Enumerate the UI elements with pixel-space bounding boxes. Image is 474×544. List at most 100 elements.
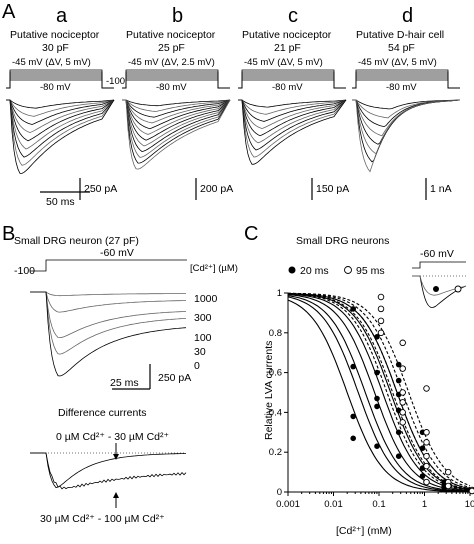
panel-letter-b: B bbox=[2, 223, 15, 245]
cell-capacitance: 54 pF bbox=[388, 42, 415, 54]
current-trace bbox=[6, 99, 115, 166]
cell-type: Putative nociceptor bbox=[10, 29, 100, 41]
cell-holding: -80 mV bbox=[156, 82, 187, 93]
current-trace bbox=[122, 99, 231, 118]
cell-holding: -80 mV bbox=[272, 82, 303, 93]
data-point-95ms bbox=[423, 385, 430, 392]
data-point-95ms bbox=[444, 468, 452, 476]
data-point-95ms bbox=[377, 329, 385, 337]
cell-holding: -80 mV bbox=[386, 82, 417, 93]
data-point-20ms bbox=[374, 395, 380, 402]
current-trace bbox=[352, 99, 461, 110]
cell-holding: -80 mV bbox=[40, 82, 71, 93]
diff-trace-30-100 bbox=[30, 452, 187, 490]
cell-letter: a bbox=[56, 5, 68, 27]
x-tick-label: 0.001 bbox=[276, 499, 300, 510]
panel-b-title: Small DRG neuron (27 pF) bbox=[14, 235, 139, 247]
panel-b-protocol bbox=[30, 259, 187, 272]
cd-trace bbox=[30, 291, 187, 377]
step-protocol bbox=[352, 79, 460, 89]
data-point-95ms bbox=[399, 365, 406, 372]
data-point-95ms bbox=[423, 462, 430, 470]
current-trace bbox=[6, 99, 115, 142]
diff-top-label: 0 µM Cd²⁺ - 30 µM Cd²⁺ bbox=[56, 431, 169, 443]
x-tick-label: 0.01 bbox=[324, 499, 343, 510]
inset-marker-95ms bbox=[454, 285, 462, 293]
step-protocol bbox=[6, 79, 114, 89]
current-trace bbox=[238, 99, 347, 122]
legend-marker-95ms bbox=[344, 266, 352, 274]
cell-letter: b bbox=[172, 5, 183, 27]
current-trace bbox=[6, 99, 115, 134]
fit-curve bbox=[287, 299, 470, 493]
current-trace bbox=[6, 99, 115, 125]
diff-bottom-label: 30 µM Cd²⁺ - 100 µM Cd²⁺ bbox=[40, 513, 165, 525]
inset-step-label: -60 mV bbox=[420, 248, 454, 260]
data-point-95ms bbox=[399, 409, 406, 416]
data-point-20ms bbox=[419, 445, 426, 452]
step-protocol bbox=[122, 79, 230, 89]
data-point-20ms bbox=[374, 334, 380, 340]
fit-curve bbox=[288, 292, 471, 490]
cell-capacitance: 30 pF bbox=[42, 42, 69, 54]
panel-b-step: -60 mV bbox=[100, 247, 134, 259]
amp-scale-label: 250 pA bbox=[84, 183, 117, 195]
data-point-95ms bbox=[399, 339, 406, 347]
panel-b-time-label: 25 ms bbox=[110, 377, 139, 389]
current-trace bbox=[122, 99, 231, 141]
cd-trace bbox=[30, 291, 186, 297]
current-trace bbox=[6, 99, 115, 109]
legend-label-95ms: 95 ms bbox=[356, 265, 385, 277]
conc-label-300: 300 bbox=[194, 312, 212, 324]
current-trace bbox=[122, 99, 231, 124]
data-point-95ms bbox=[423, 478, 430, 486]
y-tick-label: 0.4 bbox=[269, 407, 282, 418]
cell-letter: c bbox=[288, 5, 298, 27]
conc-label-1000: 1000 bbox=[194, 293, 218, 305]
current-trace bbox=[122, 99, 231, 135]
data-point-20ms bbox=[395, 429, 402, 436]
conc-label-0: 0 bbox=[194, 360, 200, 372]
panel-c-chart: 0 0.2 0.4 0.6 0.8 1 0.001 0.01 0.1 1 10 bbox=[269, 288, 474, 510]
cell-step-label: -45 mV (ΔV, 5 mV) bbox=[12, 57, 91, 68]
y-tick-label: 0.8 bbox=[269, 328, 282, 339]
data-point-95ms bbox=[423, 452, 430, 460]
current-trace bbox=[122, 99, 231, 112]
data-point-20ms bbox=[395, 377, 402, 384]
cd-trace bbox=[30, 291, 187, 339]
data-point-20ms bbox=[374, 403, 380, 410]
panel-b-conc-label: [Cd²⁺] (µM) bbox=[190, 263, 238, 274]
legend-marker-20ms bbox=[288, 266, 296, 274]
y-tick-label: 0.6 bbox=[269, 368, 282, 379]
cell-step-label: -45 mV (ΔV, 2.5 mV) bbox=[128, 57, 215, 68]
cell-step-label: -45 mV (ΔV, 5 mV) bbox=[244, 57, 323, 68]
data-point-20ms bbox=[350, 413, 357, 420]
cell-step-label: -45 mV (ΔV, 5 mV) bbox=[358, 57, 437, 68]
x-tick-label: 0.1 bbox=[372, 499, 385, 510]
current-trace bbox=[6, 99, 115, 150]
cell-letter: d bbox=[402, 5, 413, 27]
panel-b: Small DRG neuron (27 pF) -100 -60 mV [Cd… bbox=[14, 235, 238, 525]
data-point-20ms bbox=[350, 435, 357, 442]
current-trace bbox=[238, 99, 347, 158]
diff-top-arrowhead bbox=[113, 454, 119, 460]
current-trace bbox=[122, 99, 231, 147]
data-point-95ms bbox=[444, 482, 452, 490]
fit-curve bbox=[287, 293, 471, 492]
current-trace bbox=[238, 99, 347, 130]
diff-trace-0-30 bbox=[30, 452, 187, 489]
fit-curve bbox=[287, 292, 471, 487]
current-trace bbox=[122, 99, 231, 164]
data-point-95ms bbox=[399, 389, 406, 396]
cell-type: Putative nociceptor bbox=[126, 29, 216, 41]
amp-scale-label: 1 nA bbox=[430, 183, 452, 195]
data-point-95ms bbox=[399, 419, 406, 426]
data-point-20ms bbox=[419, 473, 426, 479]
panel-c-title: Small DRG neurons bbox=[296, 235, 389, 247]
legend-label-20ms: 20 ms bbox=[300, 265, 329, 277]
cell-type: Putative nociceptor bbox=[242, 29, 332, 41]
current-trace bbox=[122, 99, 231, 158]
